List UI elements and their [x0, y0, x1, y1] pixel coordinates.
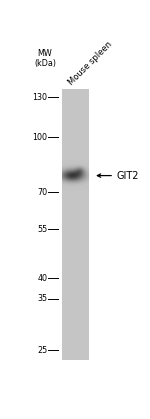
Text: 130: 130	[32, 93, 47, 101]
Text: MW
(kDa): MW (kDa)	[34, 49, 56, 68]
Text: Mouse spleen: Mouse spleen	[67, 40, 114, 88]
Text: 70: 70	[37, 188, 47, 197]
Text: 25: 25	[37, 346, 47, 355]
Text: 55: 55	[37, 225, 47, 234]
Text: 35: 35	[37, 294, 47, 303]
Text: 40: 40	[37, 274, 47, 283]
Text: GIT2: GIT2	[116, 171, 139, 181]
Text: 100: 100	[32, 133, 47, 142]
